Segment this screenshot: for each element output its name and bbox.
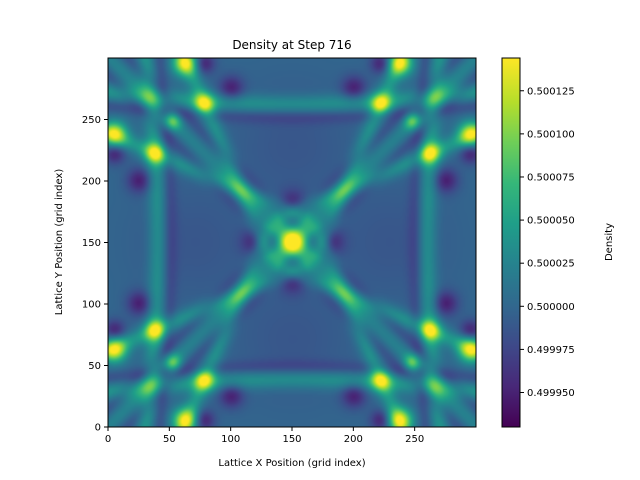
chart-title: Density at Step 716 [232, 38, 351, 52]
x-axis: 0 50 100 150 200 250 [105, 427, 424, 445]
x-tick-label: 200 [344, 434, 363, 445]
y-tick-label: 100 [82, 300, 101, 311]
colorbar: 0.499950 0.499975 0.500000 0.500025 0.500050… [501, 57, 615, 428]
colorbar-tick-label: 0.500050 [527, 216, 575, 227]
colorbar-tick-label: 0.500025 [527, 259, 575, 270]
x-tick-label: 0 [105, 434, 111, 445]
colorbar-tick-label: 0.500100 [527, 129, 575, 140]
y-tick-label: 50 [88, 361, 101, 372]
heatmap-area [107, 57, 477, 428]
colorbar-tick-label: 0.499975 [527, 345, 575, 356]
x-tick-label: 50 [163, 434, 176, 445]
colorbar-tick-label: 0.500125 [527, 86, 575, 97]
y-tick-label: 200 [82, 177, 101, 188]
colorbar-tick-label: 0.500075 [527, 172, 575, 183]
colorbar-ticks: 0.499950 0.499975 0.500000 0.500025 0.500050… [520, 86, 575, 399]
colorbar-label: Density [604, 223, 615, 261]
y-axis-label: Lattice Y Position (grid index) [54, 169, 65, 316]
x-tick-label: 150 [282, 434, 301, 445]
y-tick-label: 250 [82, 115, 101, 126]
x-tick-label: 250 [405, 434, 424, 445]
heatmap-image [108, 58, 476, 427]
x-tick-label: 100 [221, 434, 240, 445]
colorbar-gradient [501, 57, 521, 428]
y-tick-label: 150 [82, 238, 101, 249]
y-tick-label: 0 [95, 423, 101, 434]
colorbar-tick-label: 0.500000 [527, 302, 575, 313]
y-axis: 0 50 100 150 200 250 [82, 115, 108, 434]
colorbar-tick-label: 0.499950 [527, 388, 575, 399]
x-axis-label: Lattice X Position (grid index) [218, 458, 365, 469]
